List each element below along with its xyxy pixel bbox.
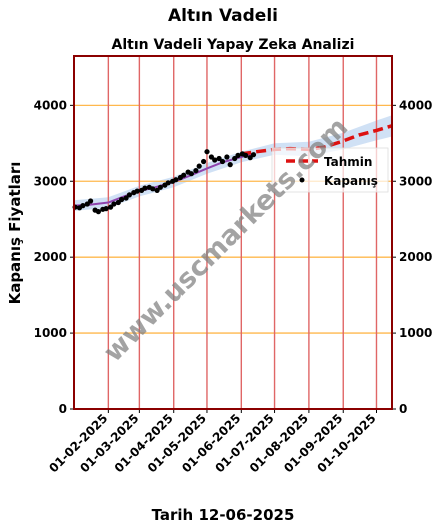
close-point [88, 198, 94, 204]
legend-kapanis-swatch [299, 177, 305, 183]
chart-title: Altın Vadeli Yapay Zeka Analizi [112, 37, 355, 53]
close-point [134, 188, 140, 194]
close-point [204, 149, 210, 155]
close-point [201, 158, 207, 165]
y-tick-label-left: 2000 [34, 250, 67, 264]
close-point [142, 185, 148, 191]
y-tick-label-left: 0 [59, 402, 67, 416]
close-point [188, 171, 194, 177]
close-point [84, 201, 90, 207]
y-tick-label-left: 3000 [34, 174, 67, 188]
legend: Tahmin Kapanış [271, 147, 389, 193]
close-point [193, 168, 199, 174]
close-point [235, 152, 241, 158]
close-point [181, 172, 187, 178]
close-point [212, 157, 218, 163]
x-tick-label: 01-07-2025 [212, 411, 276, 475]
close-point [154, 187, 160, 193]
legend-tahmin-label: Tahmin [324, 155, 372, 169]
close-point [247, 155, 253, 161]
y-tick-label-right: 2000 [399, 250, 432, 264]
close-point [227, 162, 233, 168]
close-point [119, 196, 125, 203]
y-tick-label-right: 1000 [399, 326, 432, 340]
close-point [95, 209, 101, 215]
y-tick-label-left: 1000 [34, 326, 67, 340]
close-point [232, 155, 238, 162]
page-title: Altın Vadeli [167, 6, 278, 26]
x-tick-label: 01-10-2025 [314, 411, 378, 475]
close-point [208, 154, 214, 160]
close-point [165, 180, 171, 186]
close-point [126, 192, 132, 198]
legend-kapanis-label: Kapanış [324, 174, 378, 188]
watermark: www.uscmarkets.com [98, 112, 355, 369]
x-tick-label: 01-05-2025 [145, 411, 209, 475]
y-tick-label-left: 4000 [34, 98, 67, 112]
y-tick-label-right: 4000 [399, 98, 432, 112]
close-point [224, 154, 230, 160]
footer-date: Tarih 12-06-2025 [151, 506, 295, 524]
close-point [115, 199, 121, 206]
close-point [250, 152, 257, 158]
close-point [243, 152, 249, 158]
close-point [123, 195, 129, 201]
close-point [196, 163, 202, 169]
y-tick-label-right: 0 [399, 402, 407, 416]
close-point [108, 204, 114, 210]
y-tick-label-right: 3000 [399, 174, 432, 188]
close-point [216, 155, 222, 162]
close-point [150, 186, 156, 192]
close-point [103, 206, 109, 212]
close-point [111, 201, 117, 207]
close-point [157, 184, 163, 190]
plot-frame [73, 55, 393, 410]
y-axis-label: Kapanış Fiyatları [6, 162, 24, 305]
close-point [173, 177, 179, 183]
close-point [80, 203, 86, 209]
close-point [219, 158, 226, 165]
